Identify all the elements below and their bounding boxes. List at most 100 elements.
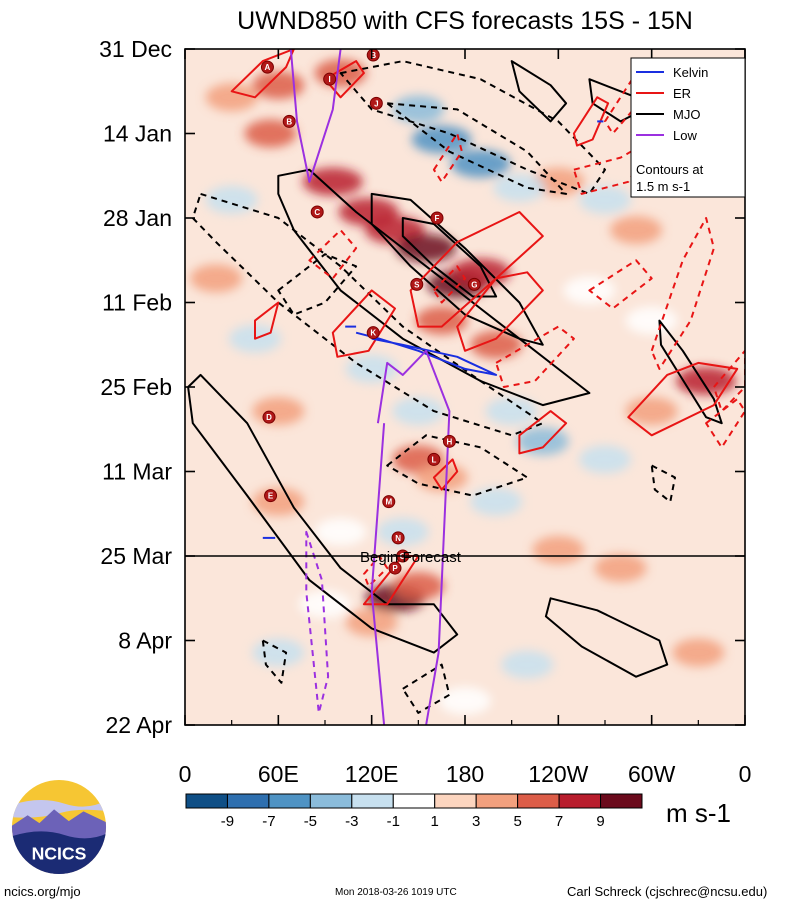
colorbar-tick-8: 7 (555, 813, 563, 830)
storm-label-0: A (265, 63, 271, 72)
logo-valley (11, 831, 107, 875)
storm-label-17: P (392, 564, 398, 573)
storm-marker-6: F (430, 211, 444, 225)
storm-label-1: B (370, 51, 376, 60)
x-tick-label-0: 0 (179, 761, 192, 787)
x-tick-label-4: 120W (528, 761, 588, 787)
anomaly-blob-23 (625, 397, 678, 426)
x-tick-label-6: 0 (739, 761, 752, 787)
er-dashed-contour-9 (432, 132, 463, 183)
storm-track-layer: ABIBJCFGSKDHLEMNOP (260, 49, 481, 575)
colorbar-swatch-0 (185, 793, 228, 809)
anomaly-blob-28 (392, 95, 445, 124)
anomaly-blob-19 (345, 608, 398, 637)
anomaly-blob-16 (415, 463, 468, 492)
anomaly-blob-45 (501, 650, 554, 679)
chart-title: UWND850 with CFS forecasts 15S - 15N (237, 7, 693, 35)
storm-marker-4: J (369, 96, 383, 110)
colorbar-tick-7: 5 (513, 813, 521, 830)
anomaly-blob-31 (493, 173, 546, 202)
colorbar-swatch-8 (517, 793, 560, 809)
anomaly-blob-32 (579, 185, 631, 214)
storm-symbol-14 (382, 495, 396, 509)
storm-marker-8: S (410, 277, 424, 291)
storm-label-13: E (268, 492, 274, 501)
anomaly-blob-35 (345, 354, 398, 383)
anomaly-blob-33 (205, 185, 258, 214)
colorbar-swatch-5 (392, 793, 436, 809)
er-contour-4 (331, 289, 396, 358)
y-tick-label-2: 28 Jan (103, 205, 172, 231)
er-dashed-contour-1 (650, 217, 715, 370)
anomaly-blob-43 (252, 638, 305, 667)
y-tick-label-1: 14 Jan (103, 121, 172, 147)
mjo-negative-contour-6 (261, 639, 288, 684)
storm-marker-14: M (382, 495, 396, 509)
colorbar-units: m s-1 (666, 798, 731, 828)
storm-label-3: B (286, 117, 292, 126)
storm-symbol-0 (260, 60, 274, 74)
ncics-logo: NCICS (11, 779, 107, 875)
colorbar-swatch-4 (351, 793, 394, 809)
x-tick-label-1: 60E (258, 761, 299, 787)
storm-label-9: K (370, 329, 376, 338)
anomaly-blob-21 (594, 554, 647, 583)
storm-label-14: M (385, 498, 392, 507)
y-tick-label-3: 11 Feb (102, 290, 172, 316)
er-contour-6 (627, 361, 739, 437)
footer-author: Carl Schreck (cjschrec@ncsu.edu) (567, 884, 768, 899)
footer-website: ncics.org/mjo (4, 884, 81, 899)
x-tick-label-3: 180 (446, 761, 484, 787)
mjo-positive-contour-4 (510, 60, 568, 123)
storm-symbol-12 (427, 452, 441, 466)
storm-marker-1: B (366, 49, 380, 62)
colorbar-tick-4: -1 (387, 813, 400, 830)
storm-symbol-15 (391, 531, 405, 545)
er-contour-3 (456, 271, 544, 352)
anomaly-blob-13 (252, 397, 305, 426)
colorbar-tick-6: 3 (472, 813, 480, 830)
anomaly-blob-25 (610, 216, 663, 245)
er-contour-5 (254, 301, 280, 340)
mjo-negative-contour-2 (191, 192, 544, 437)
storm-label-12: L (431, 455, 436, 464)
storm-marker-12: L (427, 452, 441, 466)
legend: Kelvin ER MJO Low Contours at 1.5 m s-1 (630, 57, 746, 198)
y-tick-label-4: 25 Feb (100, 374, 172, 400)
colorbar-swatch-1 (226, 793, 270, 809)
er-dashed-contour-6 (432, 265, 466, 304)
storm-symbol-2 (323, 72, 337, 86)
x-tick-label-2: 120E (345, 761, 399, 787)
storm-label-15: N (395, 534, 401, 543)
colorbar-tick-5: 1 (431, 813, 439, 830)
x-axis: 0 60E 120E 180 120W 60W 0 (179, 49, 752, 787)
storm-marker-5: C (310, 205, 324, 219)
forecast-label: Begin Forecast (360, 549, 462, 566)
storm-symbol-9 (366, 326, 380, 340)
mjo-positive-contour-7 (658, 319, 723, 425)
storm-marker-15: N (391, 531, 405, 545)
anomaly-blob-12 (190, 264, 243, 293)
logo-text: NCICS (32, 843, 87, 863)
anomaly-blob-47 (625, 306, 678, 335)
anomaly-blob-37 (485, 397, 538, 426)
storm-label-4: J (374, 99, 378, 108)
anomaly-blob-30 (450, 149, 511, 178)
mjo-negative-contour-7 (401, 663, 451, 714)
storm-symbol-8 (410, 277, 424, 291)
storm-symbol-17 (388, 561, 402, 575)
storm-marker-17: P (388, 561, 402, 575)
anomaly-blob-40 (470, 487, 523, 516)
colorbar-tick-9: 9 (596, 813, 604, 830)
colorbar-swatch-3 (309, 793, 353, 809)
storm-symbol-4 (369, 96, 383, 110)
colorbar-tick-3: -3 (345, 813, 358, 830)
er-dashed-contour-2 (712, 349, 745, 413)
anomaly-blob-18 (392, 572, 445, 601)
legend-note-line1: Contours at (636, 162, 704, 177)
anomaly-blob-29 (411, 125, 472, 154)
anomaly-blob-20 (532, 535, 585, 564)
colorbar-swatch-2 (268, 793, 311, 809)
y-tick-label-6: 25 Mar (100, 543, 172, 569)
anomaly-blob-0 (205, 83, 258, 112)
